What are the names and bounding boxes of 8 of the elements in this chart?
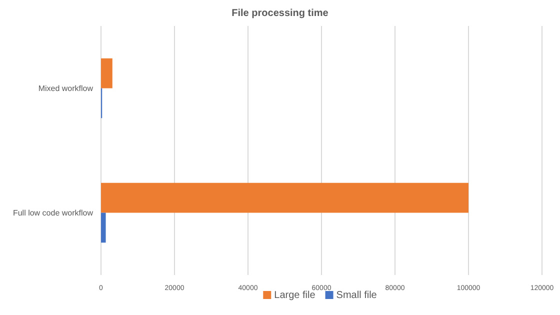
y-tick-label: Full low code workflow <box>12 208 94 218</box>
chart-title: File processing time <box>232 8 329 19</box>
legend-label: Small file <box>336 290 378 301</box>
bar <box>101 58 112 88</box>
y-tick-label: Mixed workflow <box>38 84 94 93</box>
bar <box>101 212 106 243</box>
bar <box>101 182 468 213</box>
legend-label: Large file <box>274 290 316 301</box>
